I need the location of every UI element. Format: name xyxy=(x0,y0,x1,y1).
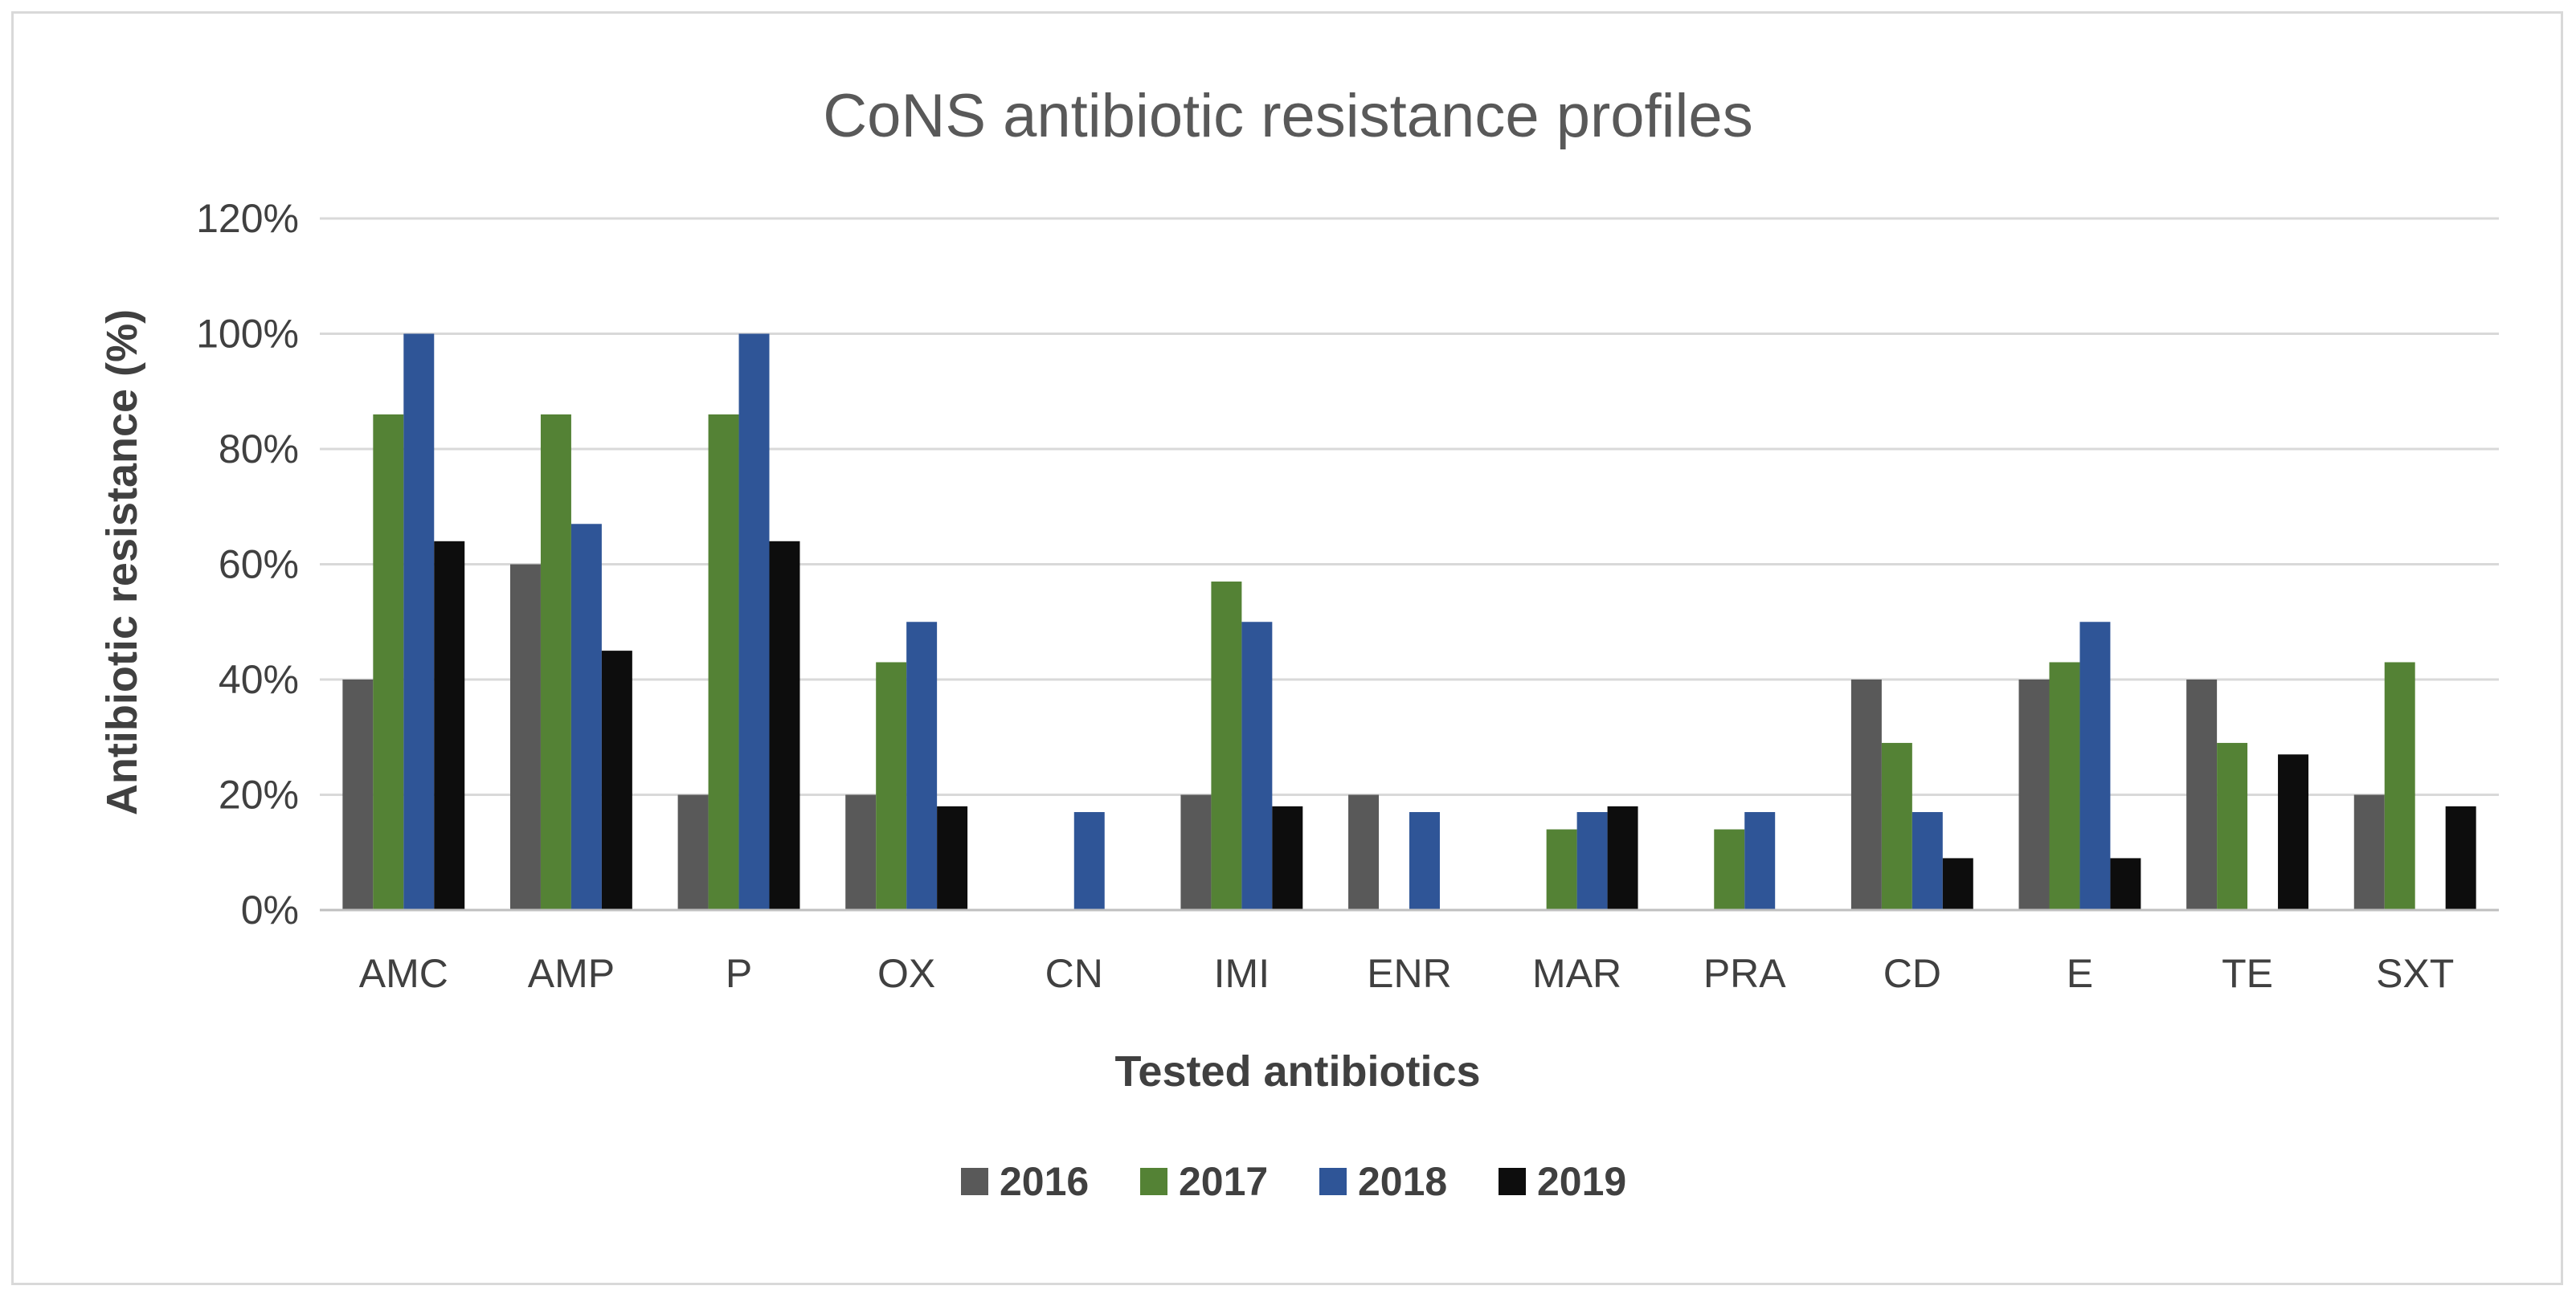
bar-p-2019 xyxy=(769,541,800,910)
bar-amp-2018 xyxy=(570,524,602,910)
legend-swatch-2017 xyxy=(1140,1168,1167,1195)
x-tick-label: SXT xyxy=(2376,951,2454,996)
bar-te-2019 xyxy=(2278,754,2309,910)
x-tick-label: P xyxy=(726,951,752,996)
bar-ox-2019 xyxy=(937,806,968,910)
y-tick-label: 100% xyxy=(196,312,299,357)
legend-swatch-2016 xyxy=(961,1168,988,1195)
chart-title: CoNS antibiotic resistance profiles xyxy=(823,82,1752,150)
bar-imi-2017 xyxy=(1211,582,1242,910)
y-axis-title: Antibiotic resistance (%) xyxy=(98,309,146,815)
bar-te-2016 xyxy=(2186,680,2218,910)
bar-mar-2017 xyxy=(1546,829,1577,910)
bar-e-2017 xyxy=(2049,662,2080,910)
bar-ox-2018 xyxy=(906,622,938,910)
legend: 2016 2017 2018 2019 xyxy=(961,1159,1626,1204)
bar-cd-2016 xyxy=(1850,680,1882,910)
bar-enr-2016 xyxy=(1348,794,1380,910)
bar-amc-2017 xyxy=(373,414,404,910)
y-tick-label: 0% xyxy=(241,888,299,933)
legend-swatch-2019 xyxy=(1499,1168,1526,1195)
gridlines xyxy=(320,217,2499,796)
legend-label-2018: 2018 xyxy=(1358,1159,1447,1204)
bar-amc-2016 xyxy=(342,680,374,910)
x-tick-label: E xyxy=(2067,951,2093,996)
bar-p-2016 xyxy=(677,794,709,910)
bars xyxy=(342,333,2476,910)
bar-p-2018 xyxy=(738,333,770,910)
x-tick-label: AMP xyxy=(528,951,615,996)
bar-ox-2016 xyxy=(845,794,877,910)
bar-imi-2018 xyxy=(1241,622,1273,910)
legend-label-2016: 2016 xyxy=(1000,1159,1089,1204)
bar-pra-2018 xyxy=(1744,812,1776,910)
bar-sxt-2016 xyxy=(2353,794,2385,910)
x-tick-label: IMI xyxy=(1214,951,1270,996)
x-tick-label: PRA xyxy=(1703,951,1786,996)
bar-te-2017 xyxy=(2217,742,2248,910)
y-tick-label: 80% xyxy=(219,427,299,471)
bar-amp-2019 xyxy=(601,651,632,910)
bar-pra-2017 xyxy=(1714,829,1745,910)
x-tick-label: ENR xyxy=(1367,951,1452,996)
bar-cd-2019 xyxy=(1942,858,1973,910)
y-axis-tick-labels: 0% 20% 40% 60% 80% 100% 120% xyxy=(196,196,299,933)
x-tick-label: AMC xyxy=(359,951,448,996)
bar-mar-2019 xyxy=(1607,806,1638,910)
x-axis-title: Tested antibiotics xyxy=(1114,1047,1480,1096)
bar-mar-2018 xyxy=(1576,812,1608,910)
x-tick-label: MAR xyxy=(1532,951,1621,996)
y-tick-label: 20% xyxy=(219,773,299,818)
bar-p-2017 xyxy=(708,414,739,910)
y-tick-label: 60% xyxy=(219,542,299,587)
legend-label-2019: 2019 xyxy=(1537,1159,1626,1204)
bar-cd-2018 xyxy=(1912,812,1943,910)
legend-swatch-2018 xyxy=(1319,1168,1347,1195)
bar-ox-2017 xyxy=(876,662,907,910)
bar-amp-2016 xyxy=(509,564,541,910)
x-tick-label: TE xyxy=(2222,951,2273,996)
legend-label-2017: 2017 xyxy=(1179,1159,1268,1204)
bar-cd-2017 xyxy=(1881,742,1912,910)
bar-amc-2018 xyxy=(403,333,435,910)
bar-e-2018 xyxy=(2079,622,2111,910)
x-axis-tick-labels: AMC AMP P OX CN IMI ENR MAR PRA CD E TE SXT xyxy=(359,951,2455,996)
bar-imi-2016 xyxy=(1180,794,1212,910)
y-tick-label: 40% xyxy=(219,657,299,702)
x-tick-label: OX xyxy=(877,951,935,996)
bar-amc-2019 xyxy=(434,541,465,910)
x-tick-label: CN xyxy=(1045,951,1103,996)
bar-amp-2017 xyxy=(540,414,571,910)
bar-e-2016 xyxy=(2018,680,2050,910)
bar-e-2019 xyxy=(2110,858,2141,910)
x-tick-label: CD xyxy=(1883,951,1941,996)
bar-imi-2019 xyxy=(1272,806,1303,910)
bar-enr-2018 xyxy=(1409,812,1440,910)
bar-sxt-2017 xyxy=(2384,662,2415,910)
bar-cn-2018 xyxy=(1073,812,1105,910)
bar-sxt-2019 xyxy=(2445,806,2476,910)
y-tick-label: 120% xyxy=(196,196,299,241)
